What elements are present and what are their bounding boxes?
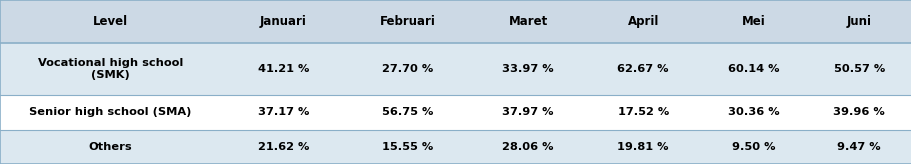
Text: 62.67 %: 62.67 % — [617, 64, 668, 74]
Text: 17.52 %: 17.52 % — [617, 107, 668, 117]
Text: 9.50 %: 9.50 % — [731, 142, 774, 152]
Text: 39.96 %: 39.96 % — [833, 107, 884, 117]
Text: Juni: Juni — [845, 15, 871, 28]
Text: 37.97 %: 37.97 % — [502, 107, 553, 117]
Text: Maret: Maret — [507, 15, 547, 28]
Text: 50.57 %: 50.57 % — [833, 64, 884, 74]
Text: Level: Level — [93, 15, 128, 28]
Text: Senior high school (SMA): Senior high school (SMA) — [29, 107, 191, 117]
Text: Others: Others — [88, 142, 132, 152]
Text: 60.14 %: 60.14 % — [727, 64, 779, 74]
Text: 41.21 %: 41.21 % — [257, 64, 309, 74]
Text: 15.55 %: 15.55 % — [382, 142, 433, 152]
Text: 28.06 %: 28.06 % — [502, 142, 553, 152]
Text: Januari: Januari — [260, 15, 306, 28]
Text: 56.75 %: 56.75 % — [382, 107, 434, 117]
Text: 27.70 %: 27.70 % — [382, 64, 433, 74]
Text: April: April — [627, 15, 658, 28]
Text: 21.62 %: 21.62 % — [257, 142, 309, 152]
Text: 37.17 %: 37.17 % — [257, 107, 309, 117]
Text: 19.81 %: 19.81 % — [617, 142, 668, 152]
Text: 33.97 %: 33.97 % — [502, 64, 553, 74]
Text: Mei: Mei — [741, 15, 764, 28]
Text: 9.47 %: 9.47 % — [836, 142, 880, 152]
Text: Vocational high school
(SMK): Vocational high school (SMK) — [37, 58, 183, 80]
Text: Februari: Februari — [380, 15, 435, 28]
Text: 30.36 %: 30.36 % — [727, 107, 779, 117]
